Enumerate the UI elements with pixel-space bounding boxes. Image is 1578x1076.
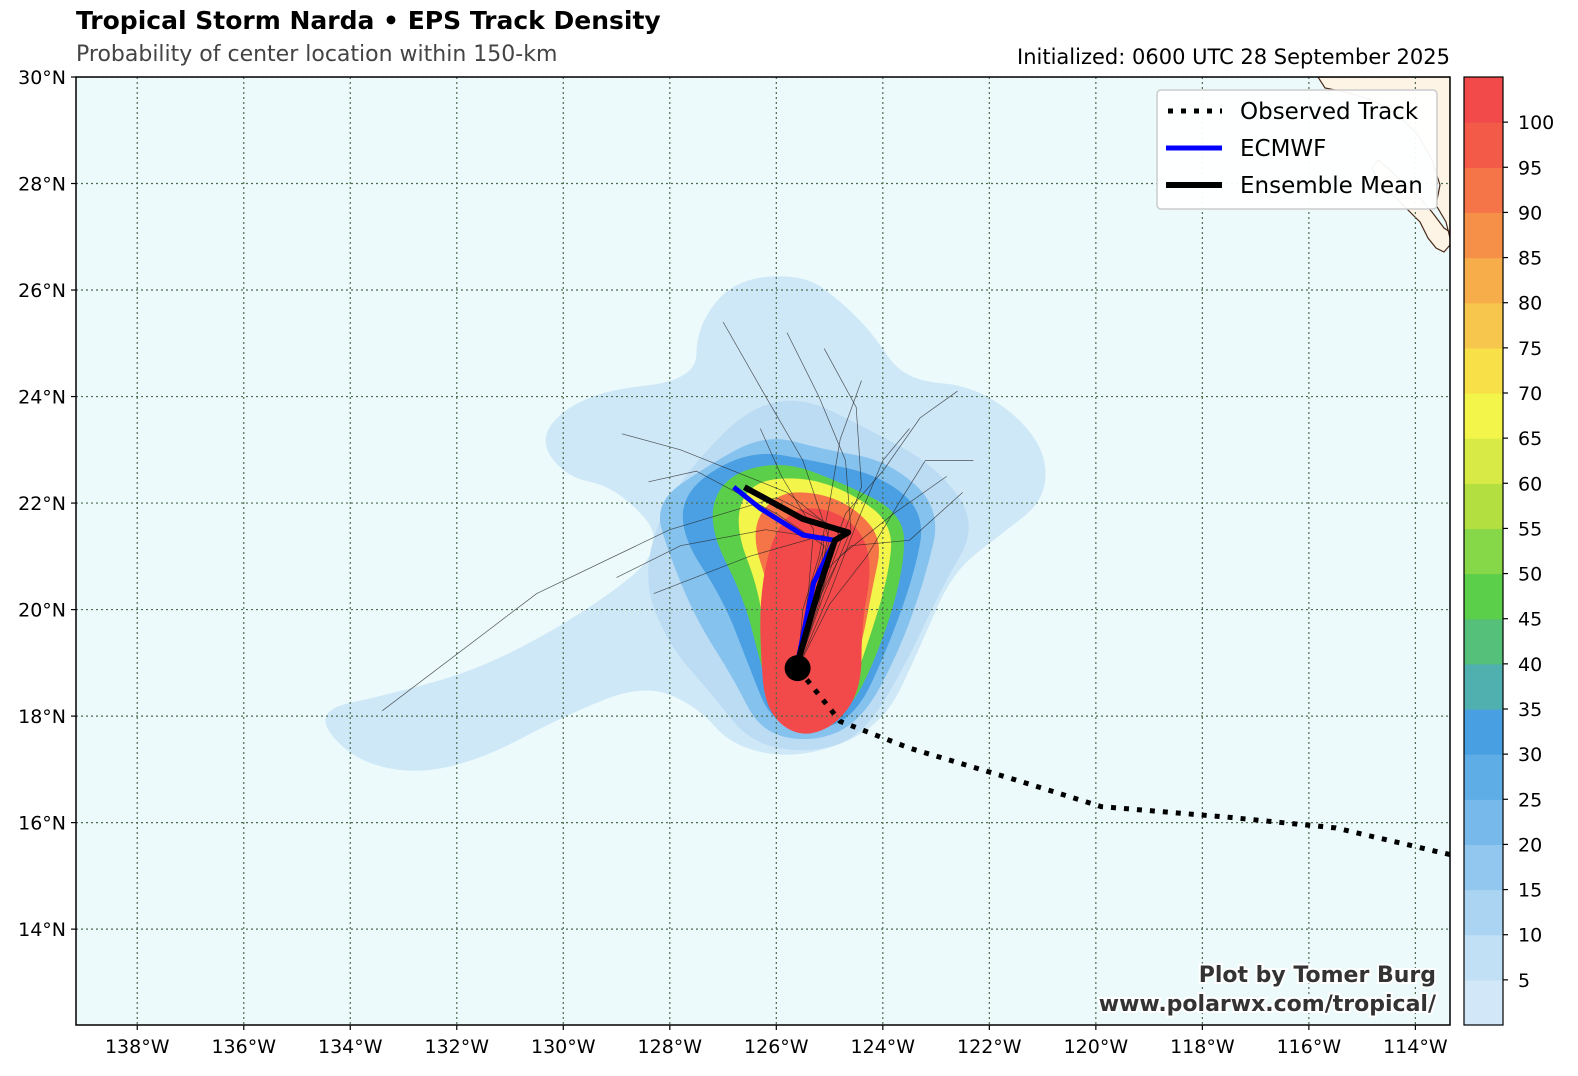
colorbar-tick-label: 80 <box>1518 293 1542 315</box>
credit-url: www.polarwx.com/tropical/ <box>1099 992 1437 1017</box>
lon-tick-label: 128°W <box>638 1036 703 1058</box>
ecmwf-track-line <box>732 485 838 664</box>
colorbar-segment <box>1464 934 1503 981</box>
lon-tick-label: 134°W <box>318 1036 383 1058</box>
colorbar-tick-label: 25 <box>1518 789 1542 811</box>
colorbar-segment <box>1464 212 1503 259</box>
colorbar-segment <box>1464 754 1503 800</box>
colorbar-segment <box>1464 709 1503 755</box>
map-frame <box>75 76 1451 1026</box>
colorbar-tick-label: 55 <box>1518 518 1542 540</box>
colorbar-tick-label: 45 <box>1518 609 1542 631</box>
colorbar-tick-label: 95 <box>1518 157 1542 179</box>
colorbar-tick-label: 20 <box>1518 834 1542 856</box>
colorbar-segment <box>1464 573 1503 620</box>
member-track <box>786 332 852 669</box>
current-position-marker <box>784 655 811 682</box>
colorbar-segment <box>1464 799 1503 846</box>
colorbar-tick-label: 10 <box>1518 925 1542 947</box>
lon-tick-label: 136°W <box>211 1036 276 1058</box>
colorbar-segment <box>1464 528 1503 575</box>
member-track <box>797 380 862 669</box>
colorbar-segment <box>1464 302 1503 349</box>
lon-tick-label: 138°W <box>105 1036 170 1058</box>
lon-tick-label: 122°W <box>957 1036 1022 1058</box>
colorbar-segment <box>1464 618 1503 665</box>
colorbar-tick-label: 75 <box>1518 338 1542 360</box>
colorbar-segment <box>1464 483 1503 530</box>
lon-tick-label: 116°W <box>1277 1036 1342 1058</box>
legend-mean-label: Ensemble Mean <box>1240 173 1423 199</box>
lat-tick-label: 26°N <box>18 280 66 302</box>
lon-tick-label: 132°W <box>424 1036 489 1058</box>
member-track <box>797 428 910 669</box>
colorbar-segment <box>1464 167 1503 214</box>
credit-author: Plot by Tomer Burg <box>1199 963 1436 988</box>
colorbar-segment <box>1464 347 1503 394</box>
colorbar-frame <box>1463 76 1504 1026</box>
lat-lon-grid <box>76 77 1450 1025</box>
colorbar-tick-label: 50 <box>1518 564 1542 586</box>
map-subtitle: Probability of center location within 15… <box>76 42 558 67</box>
credit-block: Plot by Tomer Burg www.polarwx.com/tropi… <box>1097 961 1439 1019</box>
lat-tick-label: 18°N <box>18 706 66 728</box>
colorbar-segment <box>1464 122 1503 168</box>
colorbar-tick-label: 35 <box>1518 699 1542 721</box>
lat-tick-label: 30°N <box>18 67 66 89</box>
colorbar-tick-label: 5 <box>1518 970 1530 992</box>
initialized-time: Initialized: 0600 UTC 28 September 2025 <box>1017 45 1450 69</box>
lon-tick-label: 120°W <box>1064 1036 1129 1058</box>
ensemble-mean-track-line <box>742 484 852 664</box>
colorbar-tick-label: 30 <box>1518 744 1542 766</box>
legend-observed-label: Observed Track <box>1240 99 1419 125</box>
colorbar-tick-label: 100 <box>1518 112 1554 134</box>
colorbar: 5 10 15 20 25 30 35 40 45 50 55 60 65 70 75 80 85 90 95 100 <box>1463 76 1554 1026</box>
colorbar-tick-label: 60 <box>1518 473 1542 495</box>
legend-ecmwf-label: ECMWF <box>1240 136 1326 162</box>
lat-tick-label: 20°N <box>18 600 66 622</box>
lat-tick-label: 24°N <box>18 387 66 409</box>
colorbar-tick-label: 85 <box>1518 248 1542 270</box>
colorbar-tick-label: 65 <box>1518 428 1542 450</box>
map-area <box>76 77 1450 1025</box>
colorbar-tick-label: 15 <box>1518 880 1542 902</box>
lat-tick-label: 22°N <box>18 493 66 515</box>
observed-track-line <box>795 666 1450 858</box>
colorbar-segment <box>1464 393 1503 439</box>
lat-tick-label: 16°N <box>18 813 66 835</box>
colorbar-segment <box>1464 257 1503 304</box>
colorbar-segment <box>1464 844 1503 891</box>
colorbar-segment <box>1464 663 1503 710</box>
member-track <box>797 460 974 669</box>
map-title: Tropical Storm Narda • EPS Track Density <box>76 6 661 35</box>
colorbar-tick-label: 90 <box>1518 202 1542 224</box>
colorbar-segment <box>1464 889 1503 936</box>
lon-tick-label: 114°W <box>1383 1036 1448 1058</box>
colorbar-segment <box>1464 438 1503 484</box>
colorbar-segment <box>1464 77 1503 123</box>
legend-box: Observed Track ECMWF Ensemble Mean <box>1156 89 1438 210</box>
lon-tick-label: 126°W <box>744 1036 809 1058</box>
lon-tick-label: 118°W <box>1170 1036 1235 1058</box>
lat-tick-label: 28°N <box>18 174 66 196</box>
colorbar-tick-label: 40 <box>1518 654 1542 676</box>
lat-tick-label: 14°N <box>18 919 66 941</box>
colorbar-segment <box>1464 979 1503 1026</box>
lon-tick-label: 124°W <box>851 1036 916 1058</box>
colorbar-tick-label: 70 <box>1518 383 1542 405</box>
lon-tick-label: 130°W <box>531 1036 596 1058</box>
axis-ticks: 138°W 136°W 134°W 132°W 130°W 128°W 126°W 124°W… <box>18 67 1448 1058</box>
density-contour-100 <box>760 508 870 734</box>
